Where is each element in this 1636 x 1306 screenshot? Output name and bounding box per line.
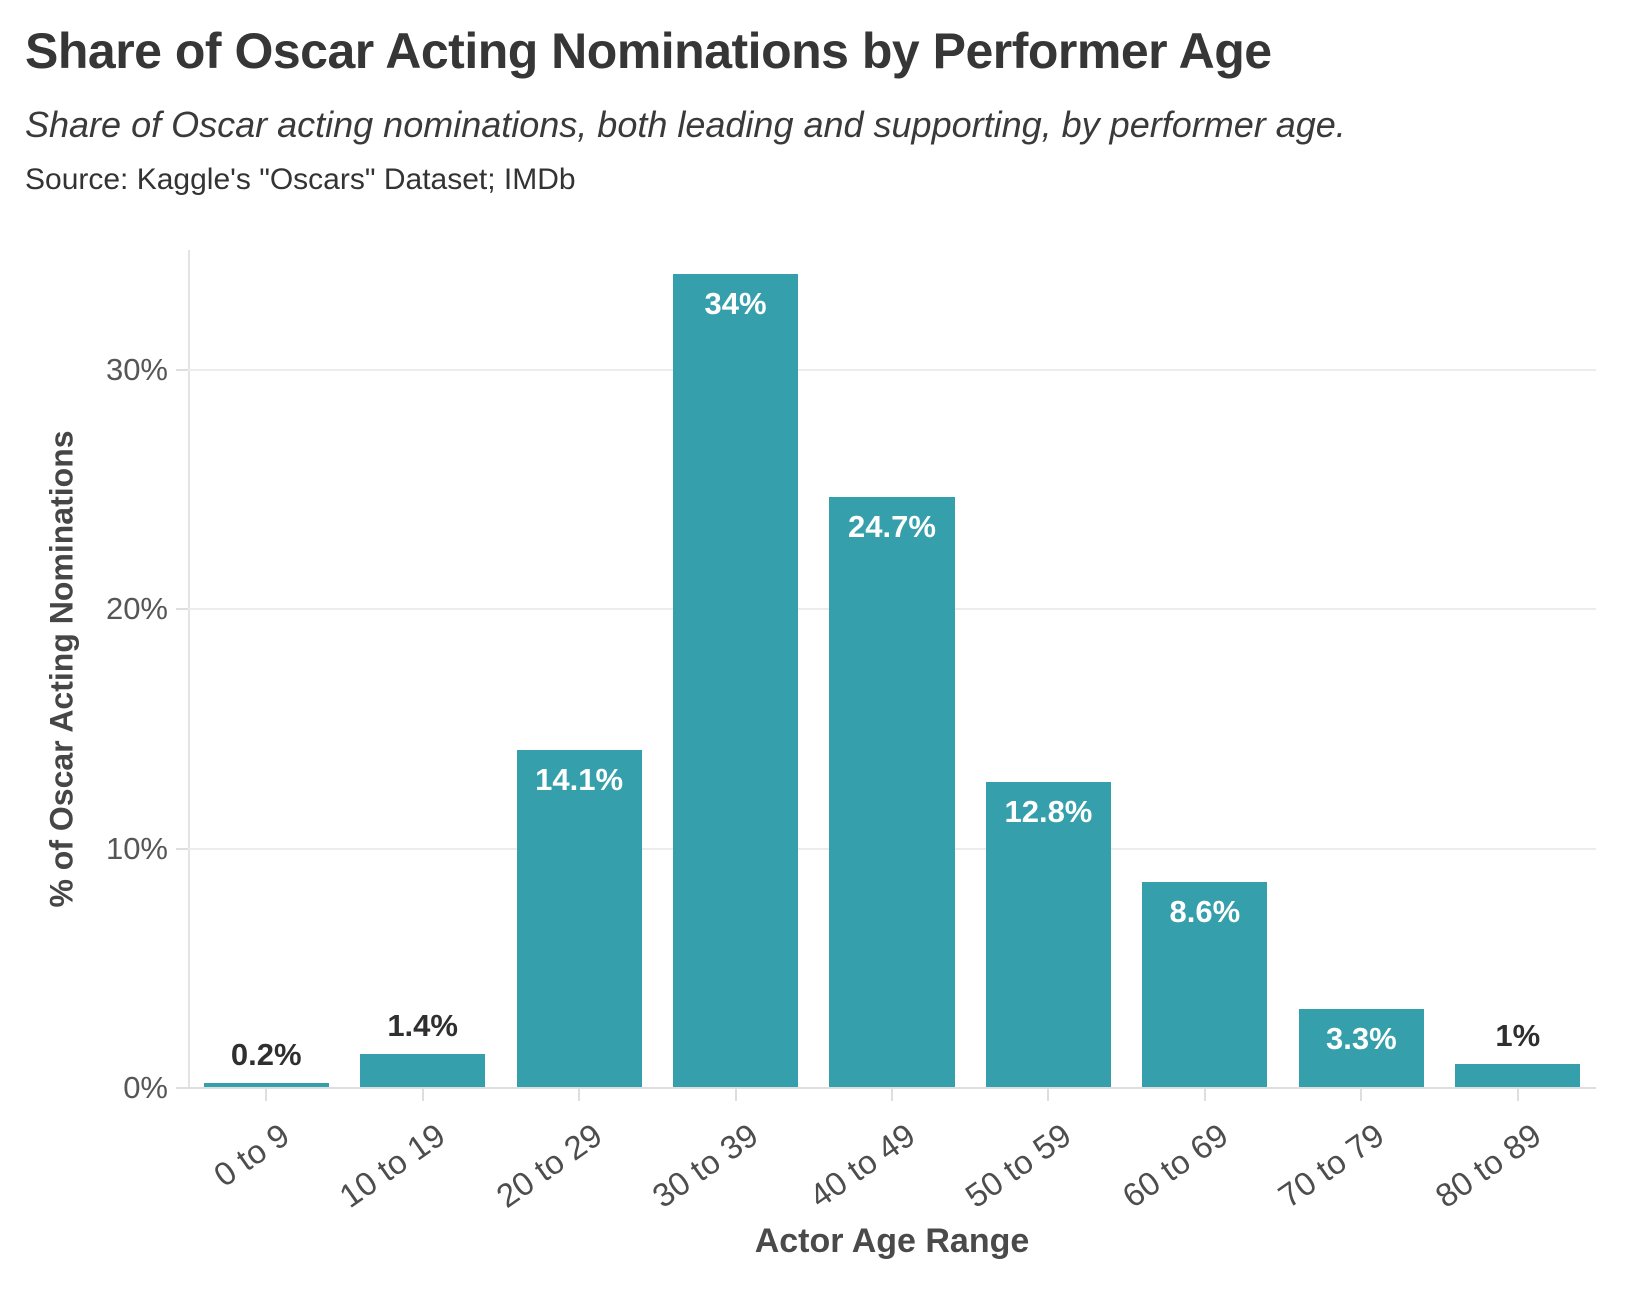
y-axis-title: % of Oscar Acting Nominations: [43, 430, 80, 908]
y-tick-label: 20%: [105, 591, 168, 627]
y-tick-mark: [176, 1087, 188, 1089]
bar: [1455, 1064, 1581, 1088]
bar: [516, 750, 642, 1088]
bar-value-label: 8.6%: [1169, 894, 1241, 930]
bar-value-label: 34%: [704, 285, 767, 321]
x-tick-label: 0 to 9: [206, 1116, 296, 1194]
bar: [672, 273, 799, 1088]
y-tick-label: 10%: [105, 830, 168, 866]
y-tick-label: 0%: [123, 1070, 168, 1105]
x-tick: [578, 1088, 581, 1101]
bar-value-label: 1%: [1495, 1018, 1541, 1054]
x-tick: [891, 1088, 893, 1101]
bar: [1142, 882, 1268, 1088]
gridline: [188, 368, 1596, 371]
x-tick-label: 60 to 69: [1115, 1116, 1235, 1215]
chart-source: Source: Kaggle's "Oscars" Dataset; IMDb: [25, 163, 576, 196]
bar: [1298, 1009, 1424, 1088]
x-tick-label: 40 to 49: [802, 1116, 922, 1215]
x-tick: [1047, 1088, 1050, 1101]
y-tick-mark: [176, 847, 188, 850]
bar-value-label: 0.2%: [230, 1037, 302, 1073]
x-tick-label: 30 to 39: [645, 1116, 765, 1215]
chart-title: Share of Oscar Acting Nominations by Per…: [25, 23, 1272, 79]
x-axis-title: Actor Age Range: [754, 1222, 1030, 1260]
x-tick: [1203, 1088, 1206, 1101]
x-tick-label: 70 to 79: [1271, 1116, 1391, 1215]
x-tick-label: 10 to 19: [332, 1116, 452, 1215]
y-tick-mark: [176, 368, 188, 371]
x-tick: [1360, 1088, 1363, 1101]
bar: [203, 1083, 329, 1088]
x-tick-label: 20 to 29: [489, 1116, 609, 1215]
x-tick-label: 50 to 59: [958, 1116, 1078, 1215]
bar-value-label: 1.4%: [387, 1008, 458, 1044]
x-tick-label: 80 to 89: [1428, 1116, 1548, 1215]
bar: [829, 496, 955, 1088]
y-tick-label: 30%: [105, 351, 168, 387]
x-tick: [734, 1088, 737, 1101]
x-tick: [1516, 1088, 1519, 1101]
chart-subtitle: Share of Oscar acting nominations, both …: [25, 104, 1346, 145]
bar-value-label: 3.3%: [1325, 1020, 1397, 1056]
y-axis-line: [188, 250, 190, 1088]
x-tick: [421, 1088, 424, 1101]
bar: [360, 1054, 486, 1088]
bar-value-label: 24.7%: [848, 508, 936, 544]
plot-area: 0 to 9 10 to 19 20 to 29 30 to 39 40 to 49 50…: [106, 250, 1596, 1215]
bar: [985, 781, 1111, 1088]
bar-value-label: 12.8%: [1004, 793, 1093, 829]
bar-value-label: 14.1%: [535, 762, 624, 798]
x-tick: [265, 1088, 268, 1101]
x-axis-baseline: [188, 1087, 1596, 1089]
y-tick-mark: [176, 608, 188, 611]
